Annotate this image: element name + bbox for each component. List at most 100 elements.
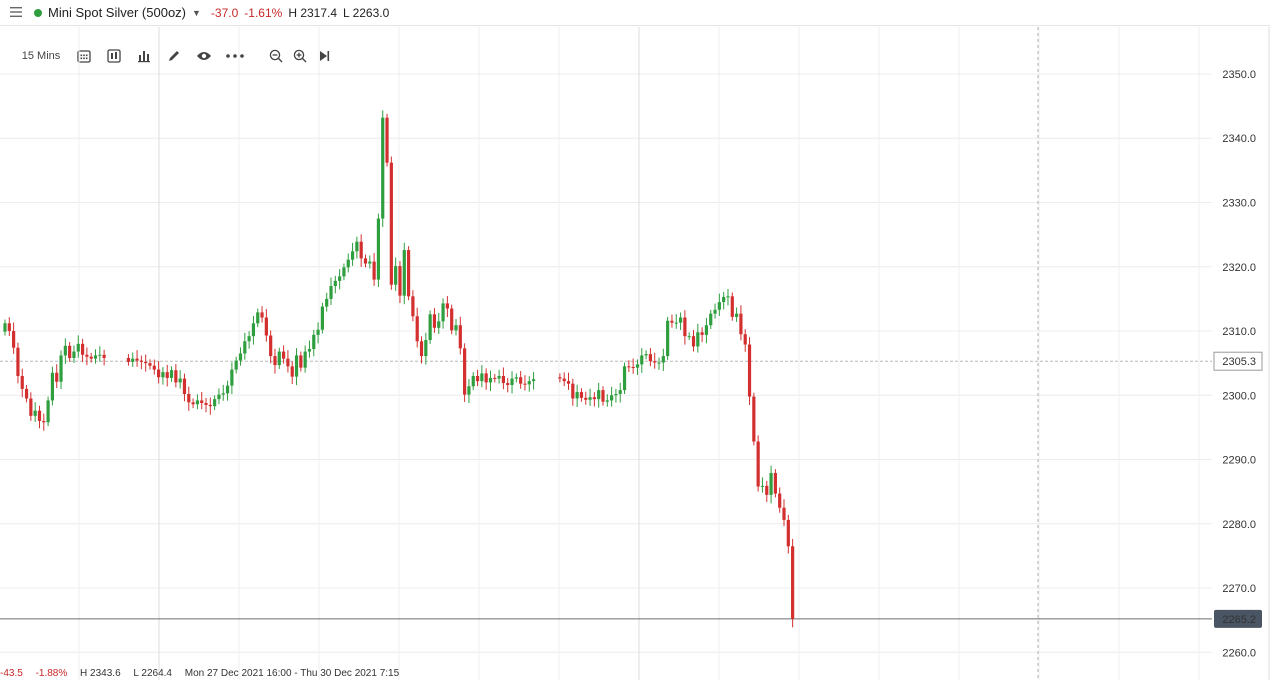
candle-up: [622, 366, 627, 391]
candle-down: [458, 325, 462, 349]
candle-down: [566, 381, 571, 384]
instrument-name[interactable]: Mini Spot Silver (500oz): [48, 5, 186, 20]
candle-up: [610, 395, 614, 401]
candle-type-icon[interactable]: [105, 44, 123, 68]
candle-down: [139, 360, 143, 362]
candle-down: [398, 266, 402, 296]
candle-up: [247, 336, 251, 342]
candle-up: [657, 362, 661, 364]
candle-down: [558, 377, 562, 379]
candle-down: [778, 493, 782, 508]
candle-up: [717, 302, 721, 310]
candle-up: [338, 276, 342, 281]
candle-up: [678, 317, 683, 323]
y-tick-label: 2300.0: [1222, 390, 1256, 402]
candle-down: [782, 507, 786, 520]
candle-up: [76, 343, 80, 352]
candle-down: [157, 369, 161, 378]
footer-low: L 2264.4: [133, 668, 172, 679]
chevron-down-icon[interactable]: ▼: [192, 7, 201, 18]
candle-down: [359, 241, 363, 259]
session-high: H 2317.4: [288, 5, 338, 20]
candle-down: [773, 473, 777, 494]
calendar-icon[interactable]: [75, 44, 93, 68]
last-price-label: 2265.2: [1222, 614, 1256, 626]
candle-up: [510, 378, 514, 385]
candle-down: [601, 390, 605, 402]
candle-down: [299, 355, 303, 368]
candle-down: [450, 308, 454, 331]
y-tick-label: 2330.0: [1222, 197, 1256, 209]
y-tick-label: 2350.0: [1222, 69, 1256, 81]
eye-icon[interactable]: [195, 44, 213, 68]
candle-up: [217, 394, 221, 400]
candle-down: [191, 402, 195, 405]
candle-up: [687, 336, 691, 338]
candle-up: [93, 355, 98, 359]
candle-down: [389, 162, 393, 285]
candle-down: [415, 316, 419, 342]
candle-down: [144, 361, 148, 364]
candle-down: [7, 323, 11, 332]
candle-down: [148, 363, 152, 366]
candle-up: [467, 386, 471, 395]
candle-down: [290, 366, 294, 377]
candle-up: [256, 312, 260, 324]
candle-down: [37, 410, 42, 421]
candle-down: [135, 358, 139, 361]
candle-down: [29, 398, 33, 416]
candle-down: [648, 354, 652, 362]
candle-down: [506, 383, 510, 385]
candle-down: [562, 378, 566, 382]
y-tick-label: 2280.0: [1222, 519, 1256, 531]
candle-down: [165, 372, 169, 378]
candle-up: [726, 296, 730, 298]
candle-up: [225, 385, 230, 394]
candle-up: [346, 259, 350, 268]
candle-up: [376, 218, 381, 280]
previous-close-label: 2305.3: [1222, 356, 1256, 368]
candle-up: [320, 306, 324, 330]
candle-down: [700, 332, 704, 335]
candle-down: [743, 334, 747, 345]
hamburger-menu-icon[interactable]: [10, 5, 22, 20]
ohlc-footer: -43.5 -1.88% H 2343.6 L 2264.4 Mon 27 De…: [0, 668, 409, 680]
candle-down: [475, 375, 480, 382]
candle-up: [640, 355, 644, 365]
candle-up: [605, 400, 609, 402]
candle-up: [531, 379, 536, 382]
candle-down: [584, 397, 588, 400]
candle-up: [46, 400, 50, 423]
candle-up: [213, 399, 217, 407]
bar-chart-icon[interactable]: [135, 44, 153, 68]
more-icon[interactable]: [225, 44, 245, 68]
price-chart[interactable]: 2260.0 2270.0 2280.0 2290.0 2300.0 2310.0 2320…: [0, 27, 1270, 680]
pencil-icon[interactable]: [165, 44, 183, 68]
candle-down: [55, 372, 59, 382]
y-tick-label: 2290.0: [1222, 455, 1256, 467]
candle-down: [406, 250, 411, 297]
last-price-tag: 2265.2: [1214, 609, 1262, 628]
candle-down: [523, 383, 527, 385]
candle-down: [493, 377, 497, 379]
candle-up: [454, 325, 458, 331]
candle-down: [756, 441, 760, 487]
session-low: L 2263.0: [343, 5, 390, 20]
candle-down: [571, 383, 575, 399]
candle-up: [63, 345, 67, 356]
candle-up: [709, 313, 713, 326]
scroll-end-icon[interactable]: [315, 44, 333, 68]
candle-up: [230, 369, 234, 386]
candle-up: [238, 353, 243, 361]
candle-down: [752, 396, 756, 442]
zoom-in-icon[interactable]: [291, 44, 309, 68]
candle-up: [666, 320, 670, 357]
candle-up: [722, 296, 726, 303]
candle-down: [200, 400, 204, 403]
interval-selector[interactable]: 15 Mins: [21, 50, 61, 62]
candle-up: [424, 340, 428, 357]
candle-up: [131, 358, 135, 362]
candle-down: [501, 375, 506, 384]
candle-up: [368, 261, 372, 264]
zoom-out-icon[interactable]: [267, 44, 285, 68]
